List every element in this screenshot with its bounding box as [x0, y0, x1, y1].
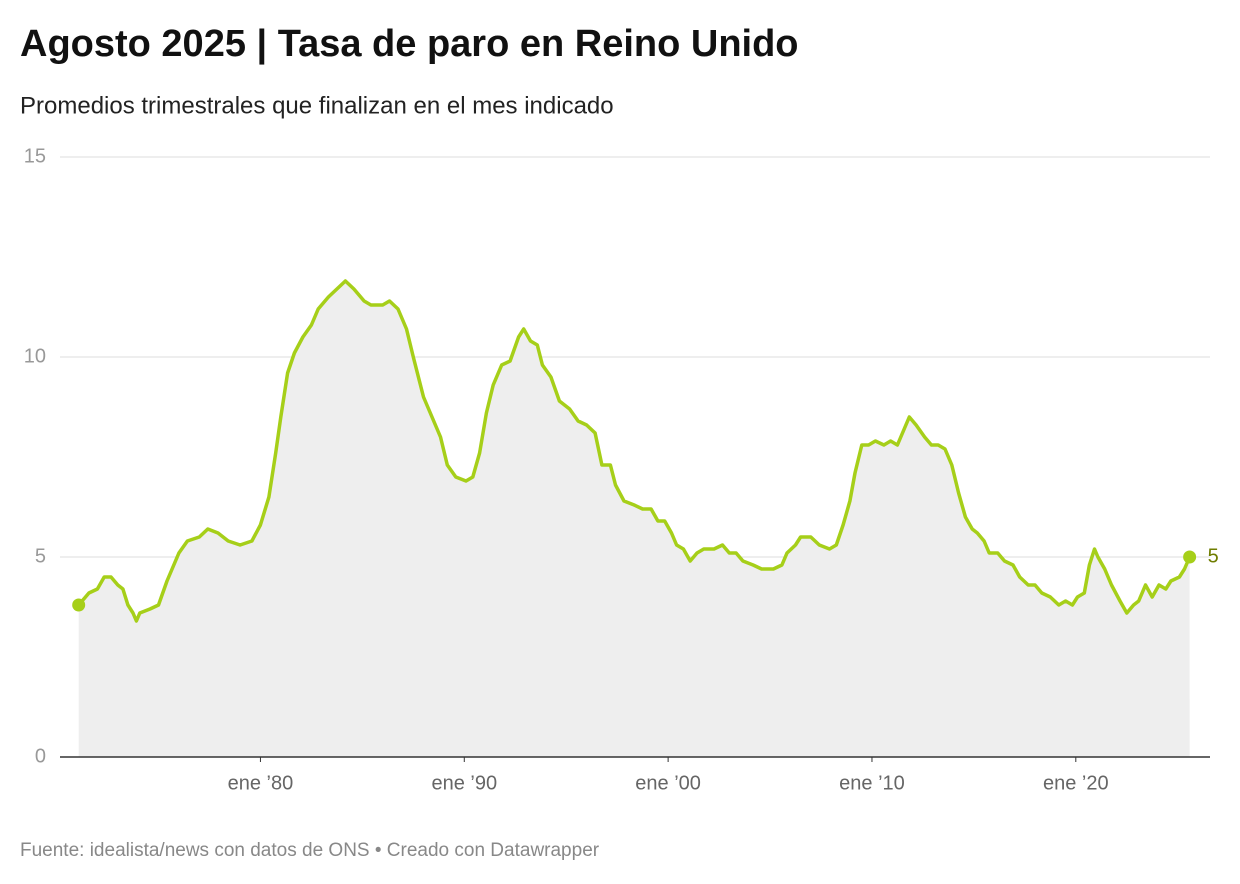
x-tick-label: ene ’00 — [635, 772, 701, 794]
endpoint-marker — [1183, 550, 1197, 564]
line — [77, 279, 1192, 623]
chart-title: Agosto 2025 | Tasa de paro en Reino Unid… — [20, 23, 799, 65]
x-tick-label: ene ’10 — [839, 772, 905, 794]
x-tick-label: ene ’20 — [1043, 772, 1109, 794]
x-tick-label: ene ’90 — [431, 772, 497, 794]
chart-subtitle: Promedios trimestrales que finalizan en … — [20, 92, 614, 119]
y-tick-label: 5 — [35, 545, 46, 567]
area — [78, 281, 1190, 757]
y-tick-label: 10 — [24, 345, 46, 367]
source-note: Fuente: idealista/news con datos de ONS … — [20, 840, 600, 861]
y-tick-label: 15 — [24, 145, 46, 167]
endpoint-marker — [72, 598, 86, 612]
y-tick-label: 0 — [35, 745, 46, 767]
x-tick-label: ene ’80 — [228, 772, 294, 794]
end-value-label: 5 — [1208, 545, 1219, 567]
